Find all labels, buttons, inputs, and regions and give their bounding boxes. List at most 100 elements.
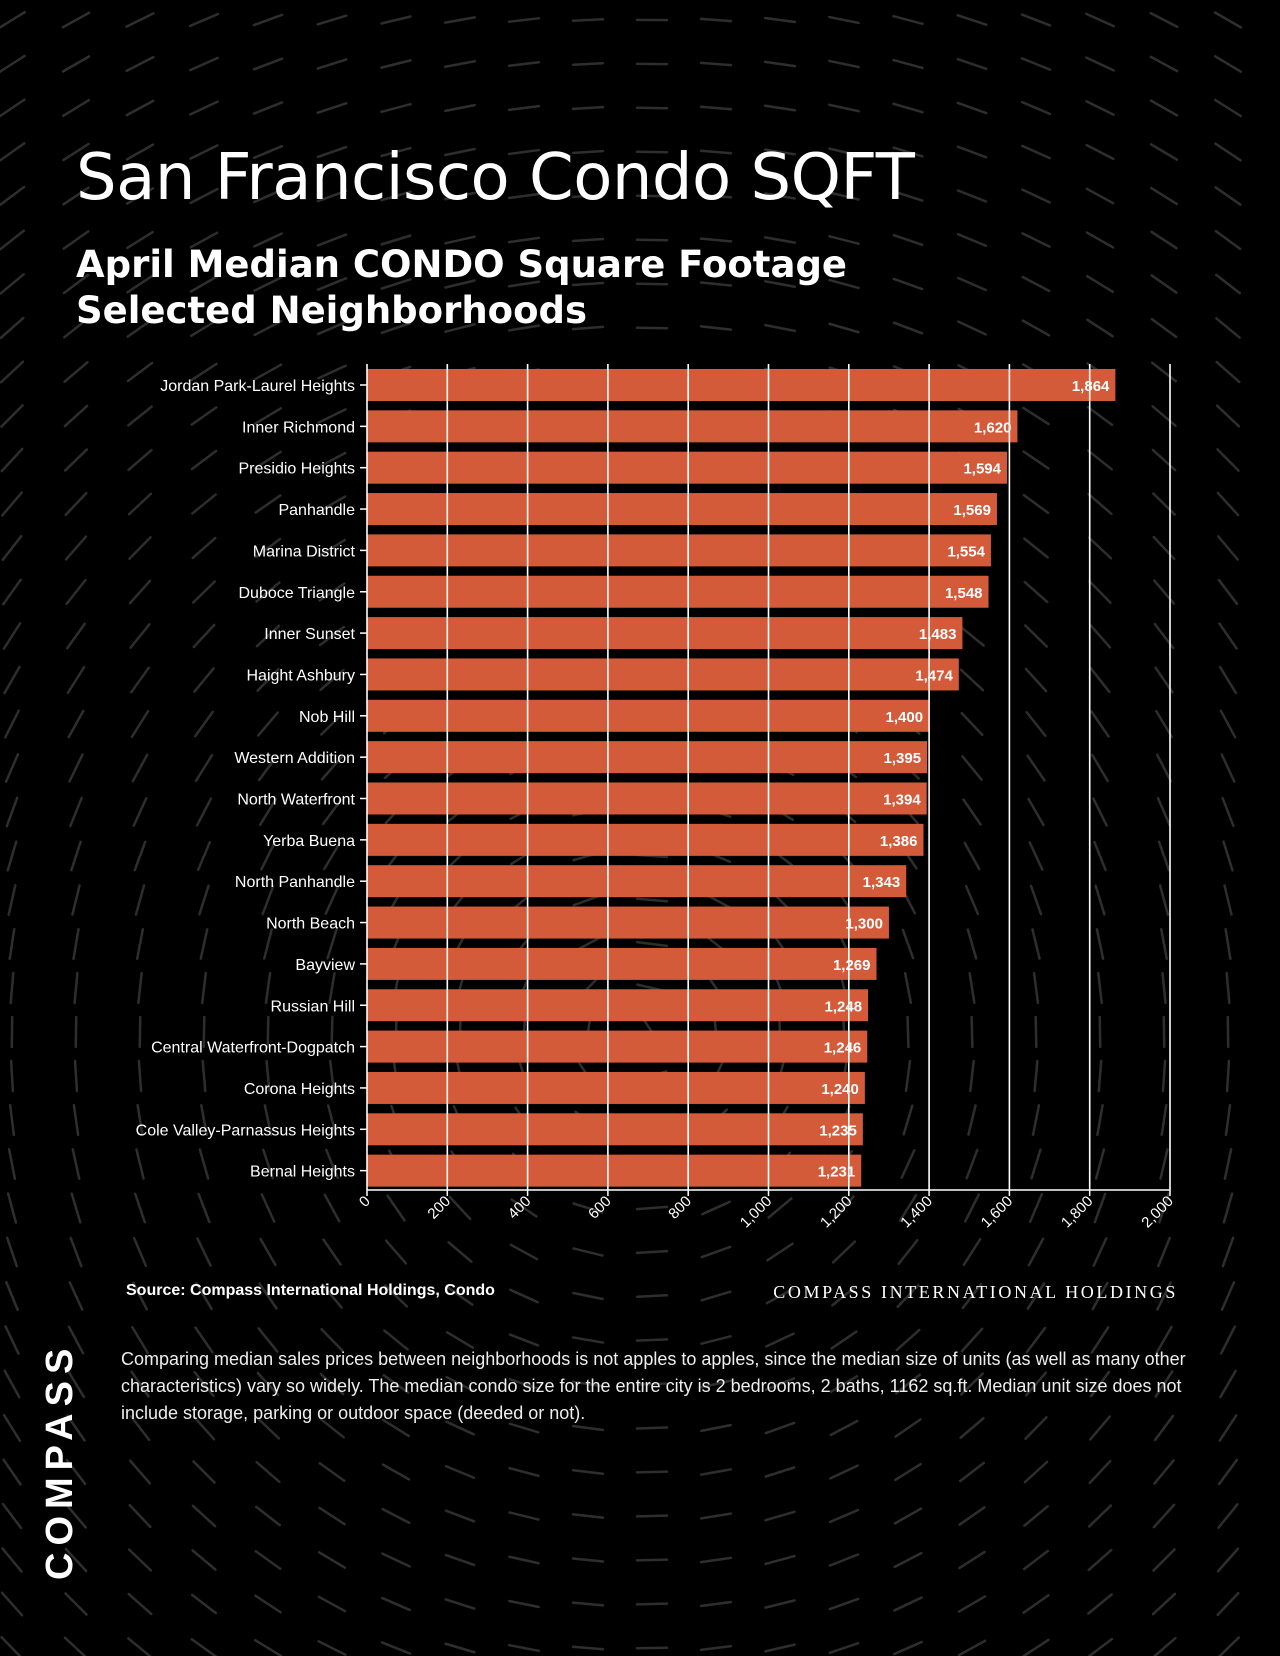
value-label: 1,554 [947,543,985,560]
background-dash [0,98,26,118]
background-dash [1153,1414,1175,1442]
background-dash [1093,1192,1107,1224]
background-dash [2,622,22,650]
background-dash [1156,1281,1172,1311]
background-dash [69,1236,83,1268]
background-dash [447,1241,473,1263]
background-dash [252,144,284,160]
background-dash [381,1507,411,1525]
background-dash [507,192,541,200]
background-dash [6,1192,18,1224]
background-dash [508,1555,540,1565]
category-label: Bernal Heights [250,1164,355,1181]
background-dash [126,274,154,294]
background-dash [967,1104,977,1136]
background-dash [253,188,283,204]
value-label: 1,235 [819,1122,857,1139]
background-dash [70,1192,82,1224]
background-dash [571,1336,605,1344]
background-dash [829,1419,859,1437]
background-dash [134,884,146,916]
background-dash [1034,1015,1038,1049]
background-dash [900,1149,916,1179]
background-dash [957,1595,987,1613]
background-dash [699,149,733,155]
background-dash [1215,404,1241,428]
background-dash [380,1596,412,1612]
background-dash [894,1462,922,1482]
background-dash [62,230,90,250]
background-dash [956,189,988,203]
background-dash [63,1636,87,1656]
background-dash [192,1415,216,1441]
background-dash [127,1637,152,1656]
background-dash [1159,1148,1169,1180]
background-dash [1024,1371,1048,1397]
background-dash [1216,491,1240,517]
bar [367,658,959,691]
background-dash [1155,1325,1173,1355]
background-dash [1217,1503,1239,1529]
background-dash [699,325,733,331]
background-dash [571,1424,605,1432]
background-dash [765,1287,795,1305]
background-dash [61,55,91,73]
background-dash [128,579,152,605]
background-dash [64,491,88,517]
background-dash [1089,1370,1111,1398]
background-dash [509,1288,539,1304]
background-dash [444,235,476,245]
background-dash [266,1015,270,1049]
background-dash [901,928,915,960]
background-dash [1022,406,1050,426]
category-label: Bayview [295,957,355,974]
background-dash [1089,666,1111,694]
background-dash [764,280,796,288]
background-dash [1224,1103,1232,1137]
background-dash [319,668,345,692]
background-dash [1225,971,1231,1005]
background-dash [444,279,476,289]
background-dash [68,753,84,783]
background-dash [253,232,283,248]
category-label: Corona Heights [244,1081,355,1098]
background-dash [126,230,154,250]
background-dash [189,144,219,160]
background-dash [764,1554,796,1566]
background-dash [1029,884,1043,916]
background-dash [1027,797,1045,827]
background-dash [1214,142,1242,162]
background-dash [65,1458,87,1486]
background-dash [253,1638,283,1656]
background-dash [380,278,412,290]
value-label: 1,248 [825,998,863,1015]
background-dash [2,1458,22,1486]
background-dash [191,536,217,560]
background-dash [65,579,87,605]
background-dash [764,1421,796,1435]
background-dash [1090,710,1110,738]
background-dash [961,755,983,781]
background-dash [265,1059,271,1093]
background-dash [4,752,20,784]
background-dash [700,1245,732,1259]
background-dash [1023,580,1049,604]
background-dash [2,1413,22,1443]
background-dash [1095,928,1105,960]
background-dash [1150,361,1178,383]
background-dash [189,56,219,72]
background-dash [317,495,347,513]
bar [367,906,889,939]
background-dash [129,666,151,694]
background-dash [635,897,669,903]
background-dash [764,1599,796,1609]
background-dash [508,1599,540,1609]
background-dash [1152,1503,1176,1529]
background-dash [256,1371,280,1397]
background-dash [127,1592,153,1616]
background-dash [66,622,86,650]
background-dash [509,1243,539,1261]
background-dash [200,971,208,1005]
background-dash [71,884,81,916]
background-dash [902,1104,914,1136]
